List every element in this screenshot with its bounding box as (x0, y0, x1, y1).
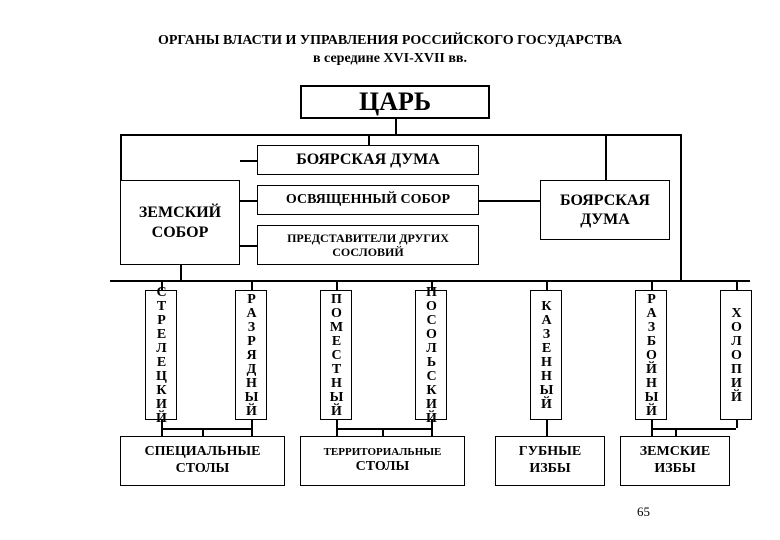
terr-1: ТЕРРИТОРИАЛЬНЫЕ (324, 446, 442, 459)
boyar-duma-r1: БОЯРСКАЯ (560, 191, 650, 210)
connector (605, 134, 607, 180)
gub-1: ГУБНЫЕ (519, 444, 581, 461)
specialnye-stoly-box: СПЕЦИАЛЬНЫЕ СТОЛЫ (120, 436, 285, 486)
prikaz-razryadny: РАЗРЯДНЫЙ (235, 290, 267, 420)
tsar-label: ЦАРЬ (359, 87, 431, 117)
connector (651, 428, 736, 430)
prikaz-pomestny: ПОМЕСТНЫЙ (320, 290, 352, 420)
streletsky-label: СТРЕЛЕЦКИЙ (154, 285, 168, 425)
razboiny-label: РАЗБОЙНЫЙ (644, 292, 658, 418)
connector (110, 280, 750, 282)
connector (382, 428, 384, 436)
kholopy-label: ХОЛОПИЙ (729, 306, 743, 404)
spec-2: СТОЛЫ (176, 461, 230, 478)
connector (336, 428, 431, 430)
connector (651, 280, 653, 290)
connector (161, 428, 251, 430)
spec-1: СПЕЦИАЛЬНЫЕ (145, 444, 261, 461)
prikaz-streletsky: СТРЕЛЕЦКИЙ (145, 290, 177, 420)
boyar-duma-right-box: БОЯРСКАЯ ДУМА (540, 180, 670, 240)
connector (120, 134, 680, 136)
zemsky-2: СОБОР (152, 223, 209, 242)
title-line-1: ОРГАНЫ ВЛАСТИ И УПРАВЛЕНИЯ РОССИЙСКОГО Г… (158, 33, 622, 48)
zemsky-1: ЗЕМСКИЙ (139, 203, 221, 222)
prikaz-posolsky: ПОСОЛЬСКИЙ (415, 290, 447, 420)
zemskie-izby-box: ЗЕМСКИЕ ИЗБЫ (620, 436, 730, 486)
page-number: 65 (637, 504, 650, 520)
gub-2: ИЗБЫ (529, 461, 570, 478)
connector (251, 280, 253, 290)
connector (368, 134, 370, 145)
prikaz-razboiny: РАЗБОЙНЫЙ (635, 290, 667, 420)
connector (240, 160, 257, 162)
diagram-title: ОРГАНЫ ВЛАСТИ И УПРАВЛЕНИЯ РОССИЙСКОГО Г… (0, 32, 780, 68)
connector (680, 134, 682, 280)
zem-1: ЗЕМСКИЕ (640, 444, 710, 461)
connector (736, 280, 738, 290)
zem-2: ИЗБЫ (654, 461, 695, 478)
osv-sobor-box: ОСВЯЩЕННЫЙ СОБОР (257, 185, 479, 215)
osv-sobor-label: ОСВЯЩЕННЫЙ СОБОР (286, 192, 450, 208)
connector (395, 119, 397, 135)
connector (546, 420, 548, 436)
predst-box: ПРЕДСТАВИТЕЛИ ДРУГИХ СОСЛОВИЙ (257, 225, 479, 265)
connector (736, 420, 738, 428)
connector (336, 280, 338, 290)
connector (546, 280, 548, 290)
connector (251, 420, 253, 436)
boyar-duma-top-box: БОЯРСКАЯ ДУМА (257, 145, 479, 175)
gubnye-izby-box: ГУБНЫЕ ИЗБЫ (495, 436, 605, 486)
connector (240, 245, 257, 247)
terr-2: СТОЛЫ (356, 459, 410, 476)
connector (675, 428, 677, 436)
connector (431, 420, 433, 436)
prikaz-kholopy: ХОЛОПИЙ (720, 290, 752, 420)
posolsky-label: ПОСОЛЬСКИЙ (424, 285, 438, 425)
tsar-box: ЦАРЬ (300, 85, 490, 119)
connector (180, 265, 182, 280)
kazenny-label: КАЗЕННЫЙ (539, 299, 553, 411)
zemsky-sobor-box: ЗЕМСКИЙ СОБОР (120, 180, 240, 265)
predst-1: ПРЕДСТАВИТЕЛИ ДРУГИХ (287, 231, 449, 245)
territorialnye-stoly-box: ТЕРРИТОРИАЛЬНЫЕ СТОЛЫ (300, 436, 465, 486)
predst-2: СОСЛОВИЙ (332, 245, 403, 259)
connector (479, 200, 540, 202)
connector (240, 200, 257, 202)
connector (120, 134, 122, 180)
prikaz-kazenny: КАЗЕННЫЙ (530, 290, 562, 420)
pomestny-label: ПОМЕСТНЫЙ (329, 292, 343, 418)
boyar-duma-r2: ДУМА (580, 210, 630, 229)
title-line-2: в середине XVI-XVII вв. (313, 51, 467, 66)
razryadny-label: РАЗРЯДНЫЙ (244, 292, 258, 418)
connector (202, 428, 204, 436)
boyar-duma-label: БОЯРСКАЯ ДУМА (296, 151, 440, 169)
